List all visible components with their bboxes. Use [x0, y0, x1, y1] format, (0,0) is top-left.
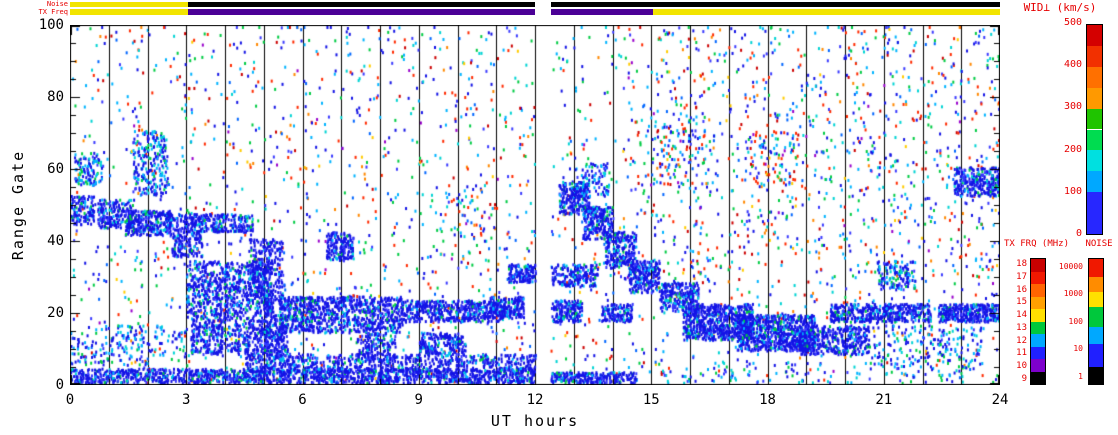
- wid-colorbar-segment: [1087, 129, 1102, 151]
- txfrq-tick-label: 11: [1016, 348, 1027, 359]
- noise-bar-label: Noise: [46, 0, 68, 8]
- noise-colorbar-segment: [1089, 306, 1103, 327]
- txfrq-colorbar-segment: [1031, 371, 1045, 384]
- txfrq-colorbar: [1030, 258, 1046, 385]
- txfrq-tick-label: 17: [1016, 272, 1027, 283]
- noise-colorbar-title: NOISE: [1085, 239, 1113, 249]
- txfrq-tick-label: 10: [1016, 360, 1027, 371]
- txfrq-colorbar-title: TX FRQ (MHz): [1004, 239, 1070, 249]
- txfrq-tick-label: 13: [1016, 322, 1027, 333]
- txfrq-tick-label: 16: [1016, 284, 1027, 295]
- x-tick-label: 12: [526, 392, 544, 408]
- wid-tick-label: 0: [1075, 228, 1082, 239]
- y-tick-label: 0: [55, 377, 64, 393]
- txfreq-indicator-bar: [70, 9, 1000, 15]
- y-tick-label: 100: [38, 17, 64, 33]
- x-tick-label: 9: [414, 392, 423, 408]
- txfrq-tick-label: 15: [1016, 297, 1027, 308]
- txfrq-colorbar-segment: [1031, 259, 1045, 272]
- txfreq-bar-segment: [188, 9, 535, 15]
- txfrq-tick-label: 14: [1016, 310, 1027, 321]
- noise-colorbar-segment: [1089, 276, 1103, 292]
- noise-tick-label: 1000: [1063, 288, 1083, 298]
- wid-colorbar-segment: [1087, 213, 1102, 234]
- wid-tick-label: 200: [1063, 143, 1082, 155]
- txfrq-tick-label: 12: [1016, 335, 1027, 346]
- wid-colorbar-segment: [1087, 150, 1102, 172]
- wid-colorbar-title: WID⊥ (km/s): [1023, 1, 1097, 14]
- noise-tick-label: 10000: [1058, 261, 1083, 271]
- wid-colorbar-segment: [1087, 45, 1102, 67]
- txfrq-colorbar-segment: [1031, 334, 1045, 347]
- txfrq-colorbar-segment: [1031, 296, 1045, 309]
- x-tick-label: 18: [759, 392, 776, 408]
- wid-tick-label: 100: [1063, 185, 1082, 197]
- x-tick-label: 0: [65, 392, 75, 408]
- x-axis-title: UT hours: [490, 412, 580, 430]
- txfrq-colorbar-segment: [1031, 271, 1045, 284]
- txfrq-colorbar-segment: [1031, 284, 1045, 297]
- wid-colorbar: [1086, 24, 1103, 235]
- noise-colorbar-segment: [1089, 291, 1103, 307]
- noise-colorbar: [1088, 258, 1104, 385]
- wid-colorbar-segment: [1087, 108, 1102, 130]
- wid-colorbar-segment: [1087, 66, 1102, 88]
- wid-colorbar-segment: [1087, 87, 1102, 109]
- x-tick-label: 6: [298, 392, 307, 408]
- noise-tick-label: 10: [1073, 344, 1083, 354]
- x-tick-label: 24: [991, 392, 1009, 408]
- txfrq-colorbar-segment: [1031, 346, 1045, 359]
- noise-colorbar-segment: [1089, 344, 1103, 367]
- txfrq-colorbar-segment: [1031, 321, 1045, 334]
- txfrq-tick-label: 18: [1016, 259, 1027, 270]
- noise-colorbar-segment: [1089, 366, 1103, 384]
- y-tick-label: 60: [47, 161, 64, 177]
- txfrq-colorbar-segment: [1031, 309, 1045, 322]
- y-tick-label: 40: [47, 233, 64, 249]
- y-tick-label: 80: [47, 89, 64, 105]
- wid-tick-label: 500: [1063, 17, 1082, 28]
- noise-tick-label: 100: [1068, 316, 1083, 326]
- txfreq-bar-label: TX Freq: [38, 8, 68, 16]
- wid-colorbar-segment: [1087, 171, 1102, 193]
- noise-bar-segment: [550, 2, 1000, 7]
- txfrq-colorbar-segment: [1031, 359, 1045, 372]
- txfreq-bar-segment: [550, 9, 654, 15]
- x-tick-label: 15: [642, 392, 660, 408]
- noise-colorbar-segment: [1089, 259, 1103, 277]
- noise-colorbar-segment: [1089, 326, 1103, 344]
- noise-tick-label: 1: [1078, 372, 1083, 382]
- wid-colorbar-segment: [1087, 192, 1102, 214]
- x-tick-label: 3: [182, 392, 191, 408]
- noise-bar-segment: [70, 2, 189, 7]
- y-axis-title: Range Gate: [9, 149, 27, 261]
- wid-colorbar-segment: [1087, 25, 1102, 46]
- wid-tick-label: 300: [1063, 101, 1082, 113]
- wid-tick-label: 400: [1063, 59, 1082, 71]
- noise-bar-segment: [188, 2, 535, 7]
- x-tick-label: 21: [875, 392, 893, 408]
- txfrq-tick-label: 9: [1021, 373, 1027, 384]
- range-time-plot-canvas: [70, 25, 1000, 385]
- txfreq-bar-segment: [653, 9, 1000, 15]
- y-tick-label: 20: [47, 305, 64, 321]
- noise-indicator-bar: [70, 2, 1000, 7]
- txfreq-bar-segment: [70, 9, 189, 15]
